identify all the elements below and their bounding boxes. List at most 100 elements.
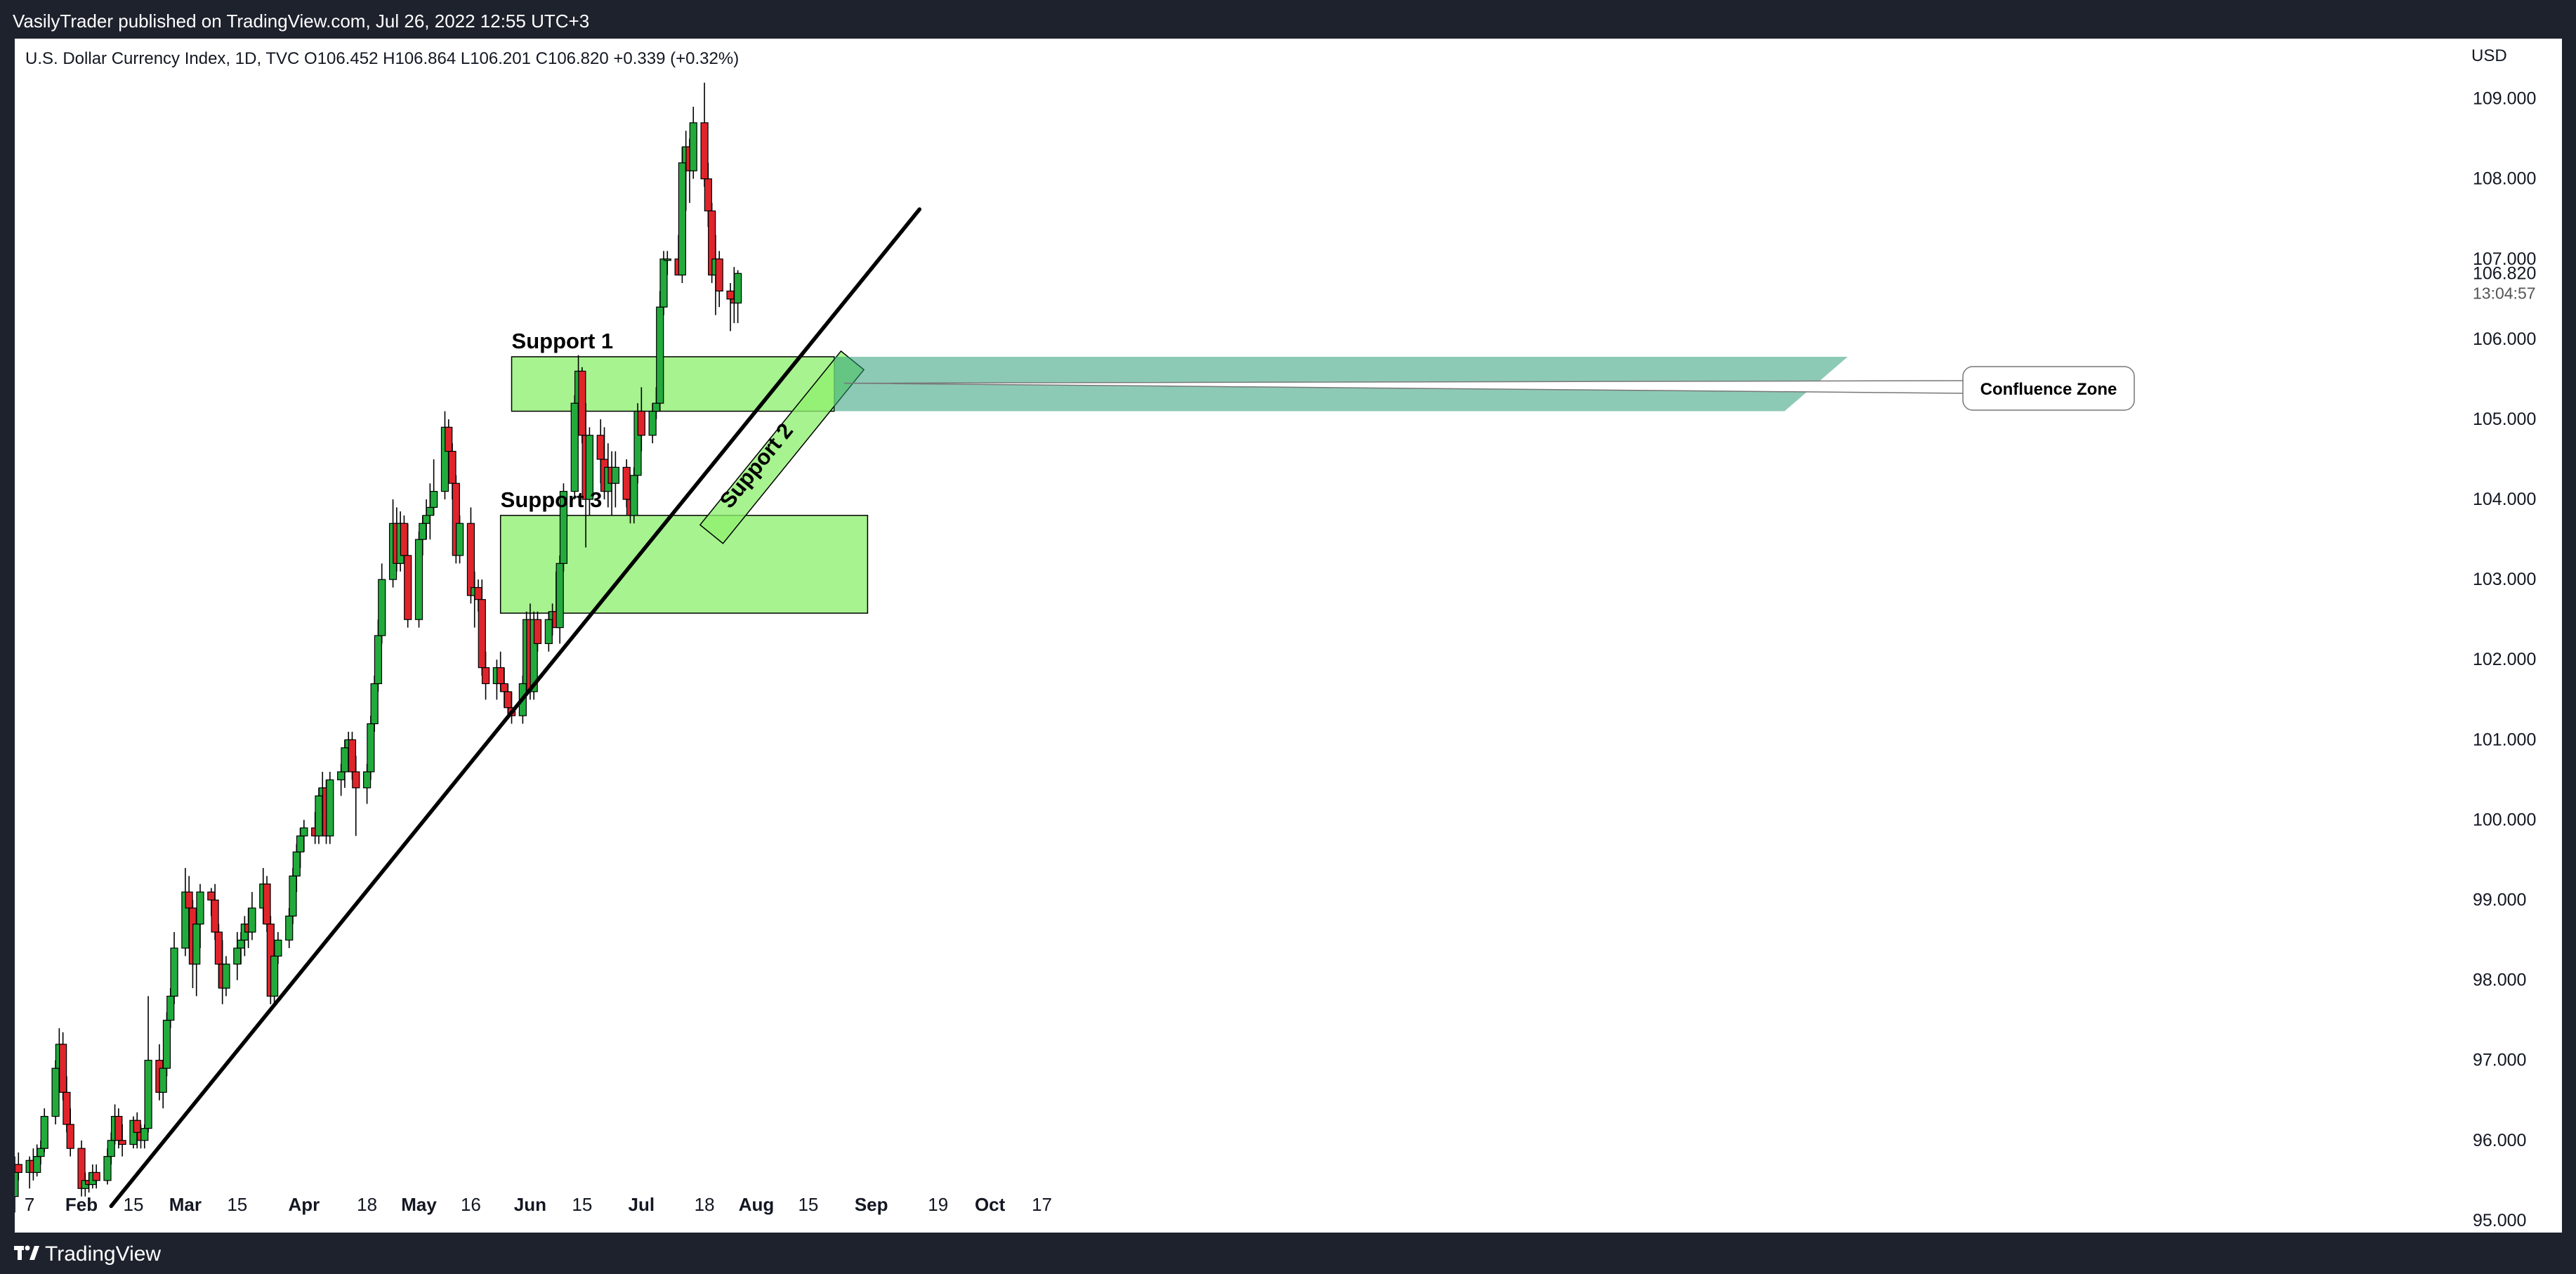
- currency-label: USD: [2471, 46, 2507, 65]
- candle-body-bear: [504, 691, 512, 709]
- candle-body-bull: [337, 771, 346, 780]
- candle-body-bear: [114, 1115, 123, 1141]
- candle[interactable]: [170, 932, 178, 1004]
- y-tick-label: 107.000: [2473, 249, 2536, 269]
- candle-body-bull: [414, 539, 423, 620]
- x-tick-label: Jun: [514, 1194, 546, 1215]
- y-tick-label: 103.000: [2473, 570, 2536, 589]
- trend-line[interactable]: [109, 207, 922, 1209]
- candle[interactable]: [162, 1012, 171, 1077]
- candle[interactable]: [556, 555, 564, 644]
- chart-panel[interactable]: Support 1 Support 3 Support 2 Confluence Zo…: [15, 39, 2562, 1233]
- x-tick-label: 15: [123, 1194, 143, 1215]
- candle-body-bear: [118, 1140, 126, 1145]
- y-tick-label: 109.000: [2473, 89, 2536, 109]
- candle-body-bear: [263, 884, 271, 925]
- candle[interactable]: [274, 932, 282, 964]
- candle[interactable]: [248, 892, 256, 940]
- candle[interactable]: [481, 651, 490, 700]
- candle[interactable]: [240, 916, 249, 957]
- candle-body-bull: [15, 1164, 19, 1197]
- candle[interactable]: [15, 1156, 19, 1213]
- candle[interactable]: [689, 106, 697, 179]
- x-tick-label: Sep: [855, 1194, 888, 1215]
- candles-layer: [15, 82, 742, 1213]
- support-zone[interactable]: [511, 356, 835, 412]
- y-tick-label: 97.000: [2473, 1051, 2526, 1070]
- candle[interactable]: [678, 147, 687, 283]
- confluence-callout[interactable]: [1962, 366, 2135, 411]
- candle-body-bull: [270, 955, 279, 997]
- footer-bar: TradingView: [0, 1233, 2576, 1274]
- candle[interactable]: [233, 932, 242, 980]
- candle-body-bull: [103, 1156, 112, 1181]
- candle[interactable]: [404, 523, 412, 628]
- candle-body-bull: [51, 1068, 60, 1117]
- candle[interactable]: [637, 387, 645, 452]
- candle-body-bull: [363, 771, 372, 789]
- tradingview-logo-text: TradingView: [45, 1242, 162, 1266]
- x-tick-label: May: [401, 1194, 437, 1215]
- candle-body-bull: [652, 402, 661, 412]
- candle[interactable]: [326, 771, 334, 844]
- candle-body-bull: [170, 947, 178, 997]
- candle[interactable]: [222, 956, 230, 997]
- candle-body-bull: [556, 563, 564, 629]
- candle[interactable]: [700, 82, 709, 188]
- confluence-label: Confluence Zone: [1980, 380, 2117, 399]
- candle[interactable]: [715, 251, 723, 308]
- candle[interactable]: [570, 395, 579, 500]
- candle[interactable]: [414, 531, 423, 628]
- y-tick-label: 108.000: [2473, 169, 2536, 189]
- candle-body-bull: [678, 162, 687, 276]
- candle[interactable]: [59, 1032, 67, 1101]
- candle-body-bull: [159, 1068, 167, 1093]
- candle[interactable]: [656, 291, 664, 412]
- candle[interactable]: [51, 1060, 60, 1124]
- candle[interactable]: [144, 996, 152, 1133]
- candle[interactable]: [92, 1164, 100, 1189]
- support-2-channel[interactable]: [699, 350, 865, 544]
- candle-body-bear: [63, 1091, 71, 1125]
- x-tick-label: 7: [25, 1194, 34, 1215]
- candle-body-bear: [352, 771, 360, 789]
- candle[interactable]: [726, 282, 735, 331]
- candle[interactable]: [455, 515, 464, 564]
- candle[interactable]: [196, 884, 204, 948]
- candle-body-bear: [448, 450, 456, 484]
- x-tick-label: 18: [695, 1194, 715, 1215]
- candle[interactable]: [430, 459, 438, 515]
- candle[interactable]: [352, 756, 360, 836]
- candle[interactable]: [40, 1108, 48, 1152]
- y-tick-label: 102.000: [2473, 650, 2536, 669]
- candle-body-bear: [715, 258, 723, 291]
- candle[interactable]: [118, 1124, 126, 1157]
- candle-body-bear: [700, 122, 709, 180]
- candle[interactable]: [440, 411, 449, 500]
- candle[interactable]: [663, 251, 671, 275]
- candle[interactable]: [578, 367, 586, 444]
- candle[interactable]: [66, 1108, 74, 1157]
- candle-body-bull: [659, 258, 668, 308]
- candle-body-bull: [285, 915, 294, 941]
- y-tick-label: 106.000: [2473, 329, 2536, 349]
- candle[interactable]: [300, 820, 308, 853]
- candle[interactable]: [15, 1152, 22, 1181]
- candle[interactable]: [585, 427, 594, 515]
- candle[interactable]: [733, 270, 742, 324]
- candle[interactable]: [181, 867, 190, 957]
- candle[interactable]: [533, 611, 542, 652]
- y-tick-label: 101.000: [2473, 730, 2536, 749]
- candle-body-bull: [326, 779, 334, 836]
- candle[interactable]: [367, 716, 375, 780]
- candle[interactable]: [559, 483, 568, 572]
- candle-body-bear: [348, 739, 357, 773]
- x-tick-label: 15: [572, 1194, 592, 1215]
- candle-body-bull: [648, 410, 657, 436]
- candle-body-bull: [196, 891, 204, 925]
- candle-body-bull: [426, 506, 434, 516]
- candle[interactable]: [378, 563, 386, 644]
- candle-body-bear: [622, 466, 631, 500]
- candle[interactable]: [611, 451, 619, 508]
